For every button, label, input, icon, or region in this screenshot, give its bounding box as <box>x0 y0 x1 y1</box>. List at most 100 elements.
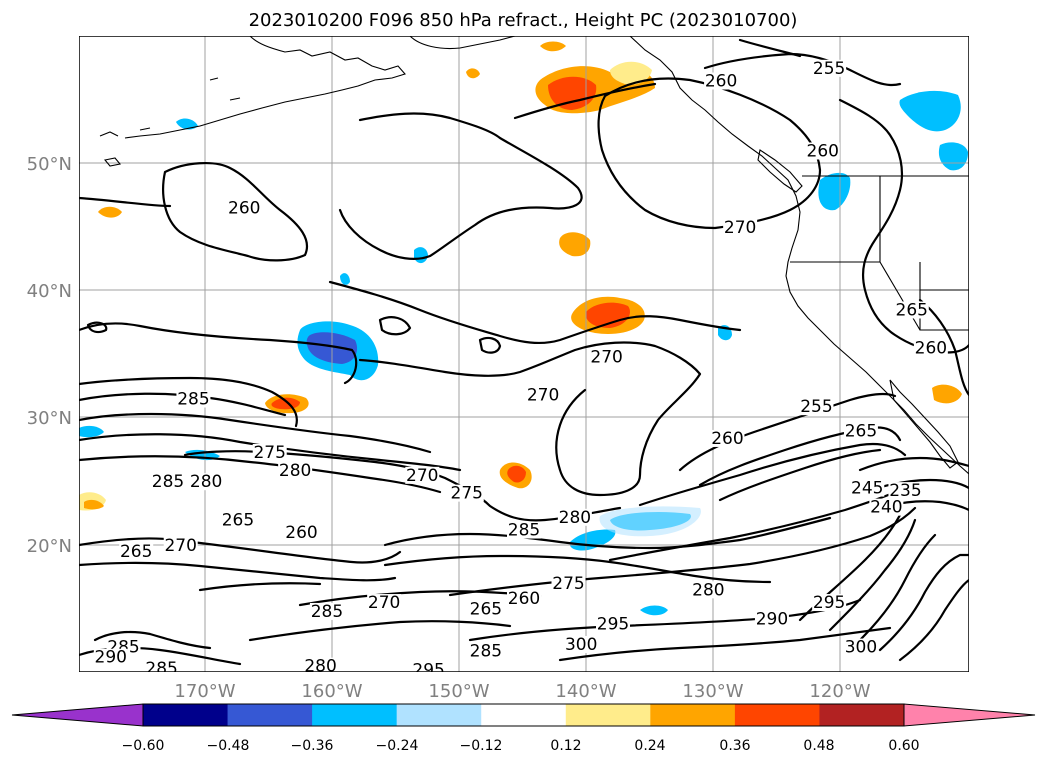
contour-label-background <box>468 642 503 660</box>
contour-label-background <box>526 386 561 404</box>
colorbar-bin <box>312 704 398 726</box>
contour-label-background <box>812 59 847 77</box>
contour-label: 295 <box>597 615 629 635</box>
contour-label-background <box>557 508 592 526</box>
contour-label-background <box>284 524 319 542</box>
lat-tick-20n: 20°N <box>27 536 72 557</box>
shade-blue-41n <box>340 273 350 285</box>
contour-label: 280 <box>279 461 311 481</box>
contour-label-background <box>507 590 541 608</box>
shade-orange-31n-core <box>271 397 300 410</box>
contour-label-background <box>869 498 904 516</box>
contour-east-260 <box>918 298 969 397</box>
colorbar-extend-high <box>903 703 1036 727</box>
contour-label: 290 <box>756 610 788 630</box>
contour-285-west <box>79 376 298 428</box>
shade-orange-24n <box>84 499 104 510</box>
contour-label-background <box>913 339 948 357</box>
contour-label: 260 <box>705 72 737 92</box>
colorbar: −0.60 −0.48 −0.36 −0.24 −0.12 0.12 0.24 … <box>11 703 1036 754</box>
contour-label-background <box>405 466 440 484</box>
contour-label-background <box>227 199 262 217</box>
contour-label: 265 <box>845 421 877 441</box>
lon-tick-120w: 120°W <box>809 681 870 702</box>
contour-label: 275 <box>253 443 285 463</box>
shade-gulf-of-alaska-core <box>548 76 597 110</box>
cb-tick: −0.24 <box>376 738 419 754</box>
cb-tick: −0.12 <box>460 738 503 754</box>
shade-bc-coast <box>610 61 652 85</box>
contour-label: 270 <box>164 536 196 556</box>
shade-blue-ne <box>899 90 961 132</box>
contour-label: 260 <box>508 589 540 609</box>
colorbar-bin <box>481 704 567 726</box>
contour-label: 285 <box>311 602 343 622</box>
contour-label: 265 <box>222 510 254 530</box>
contour-label-background <box>691 581 726 599</box>
shade-orange-25n-core <box>507 465 526 483</box>
contour-label: 260 <box>285 523 317 543</box>
shade-blue-coast <box>818 172 851 211</box>
contour-label: 280 <box>304 657 336 677</box>
contour-label-background <box>151 473 185 491</box>
contour-265-sw <box>79 537 402 582</box>
lon-tick-130w: 130°W <box>682 681 743 702</box>
contour-label-background <box>805 142 840 160</box>
contour-270-central <box>358 341 702 497</box>
contour-label-background <box>888 482 923 500</box>
contour-label: 300 <box>845 638 877 658</box>
contour-label-background <box>723 218 758 236</box>
shade-orange-44n <box>98 206 122 218</box>
latitude-ticks: 50°N 40°N 30°N 20°N <box>27 154 72 557</box>
contour-label: 270 <box>724 218 756 238</box>
contour-label: 260 <box>711 429 743 449</box>
colorbar-bin <box>734 704 820 726</box>
lon-tick-140w: 140°W <box>555 681 616 702</box>
cb-tick: 0.12 <box>550 738 581 754</box>
contour-label-background <box>507 521 541 539</box>
contour-label-background <box>411 661 446 672</box>
contour-label: 285 <box>145 659 177 679</box>
contour-label: 235 <box>889 481 921 501</box>
contour-label-background <box>850 479 885 497</box>
border-states <box>790 176 969 331</box>
shade-orange-31n-east <box>932 384 962 404</box>
contour-label: 255 <box>800 397 832 417</box>
colorbar-bins <box>143 704 905 726</box>
coastline-alaska <box>124 36 406 139</box>
coastline-alaska-south <box>409 36 516 50</box>
contour-label-background <box>551 574 586 592</box>
contour-label-background <box>163 536 198 554</box>
cb-tick: 0.36 <box>719 738 750 754</box>
contour-label-background <box>710 429 745 447</box>
lat-tick-50n: 50°N <box>27 154 72 175</box>
contour-label-background <box>220 511 255 529</box>
contour-label: 275 <box>451 484 483 504</box>
contour-label-background <box>367 594 402 612</box>
contour-label: 265 <box>470 599 502 619</box>
contour-south-300 <box>468 598 892 662</box>
contour-label: 285 <box>470 641 502 661</box>
contour-label-background <box>843 422 878 440</box>
contour-label-background <box>596 615 630 633</box>
contour-label-background <box>93 648 128 666</box>
colorbar-bin <box>650 704 736 726</box>
contour-label: 275 <box>552 574 584 594</box>
colorbar-bin <box>819 704 905 726</box>
contour-east-pack-1 <box>678 392 902 502</box>
contour-label: 295 <box>412 660 444 680</box>
contour-label: 260 <box>807 141 839 161</box>
contour-label-background <box>119 543 154 561</box>
contour-label: 290 <box>95 648 127 668</box>
lat-tick-40n: 40°N <box>27 281 72 302</box>
figure-title: 2023010200 F096 850 hPa refract., Height… <box>249 10 798 31</box>
contour-label-background <box>704 72 739 90</box>
cb-tick: 0.48 <box>803 738 834 754</box>
contour-label: 255 <box>813 59 845 79</box>
cb-tick: −0.36 <box>291 738 334 754</box>
shade-blob-42n <box>559 232 591 257</box>
contour-label: 265 <box>120 542 152 562</box>
contour-260-west <box>162 161 308 262</box>
anomaly-shading <box>79 41 968 616</box>
colorbar-extend-low <box>11 703 144 727</box>
